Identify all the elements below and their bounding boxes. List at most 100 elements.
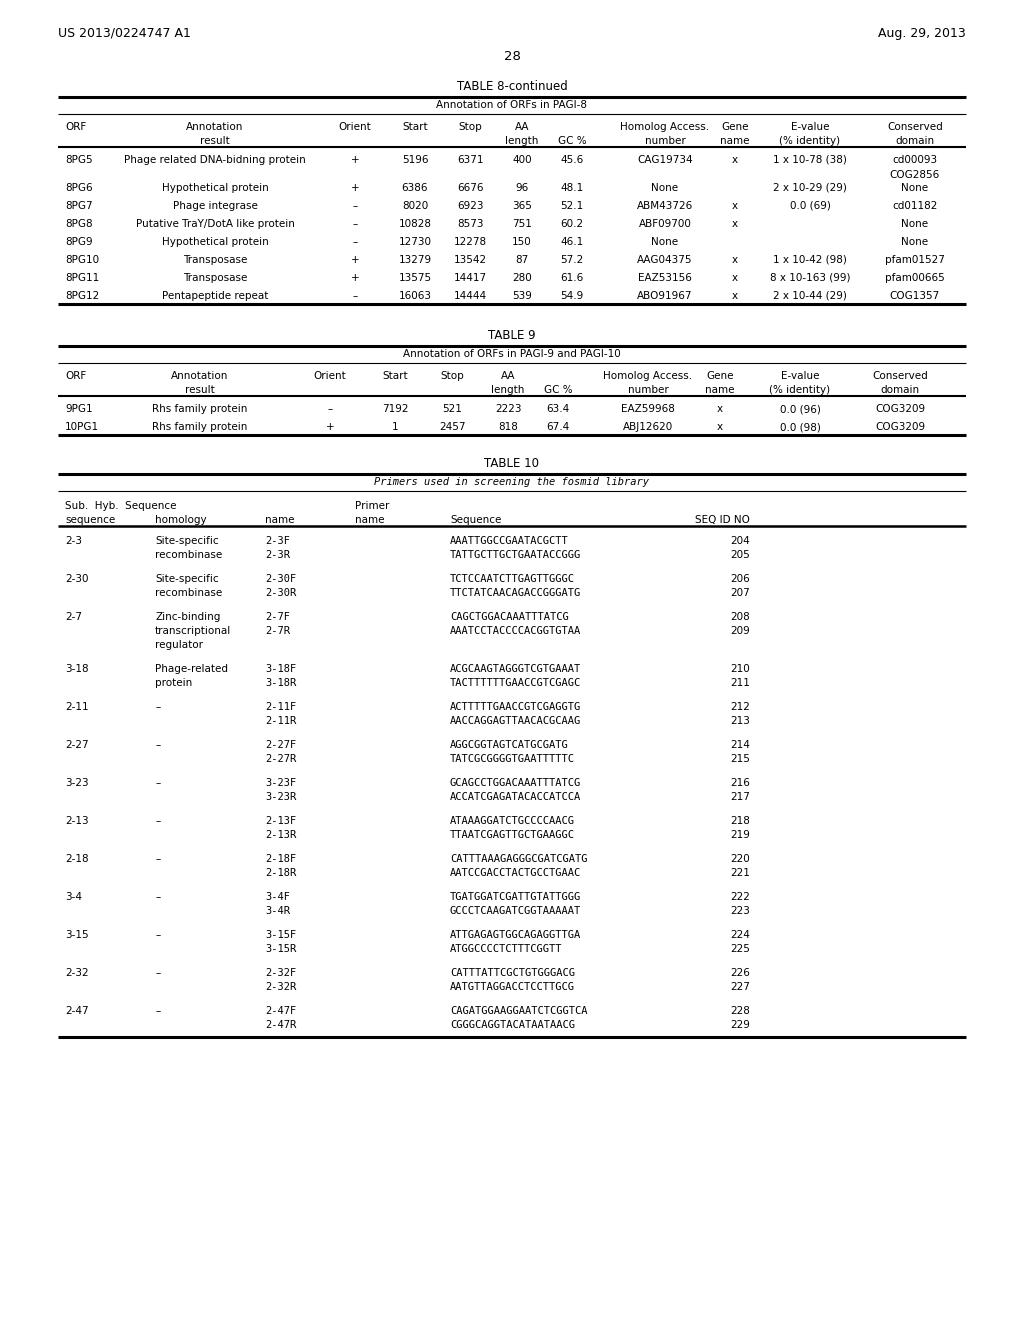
- Text: 228: 228: [730, 1006, 750, 1016]
- Text: 222: 222: [730, 892, 750, 902]
- Text: 61.6: 61.6: [560, 273, 584, 282]
- Text: 1: 1: [392, 422, 398, 432]
- Text: 13542: 13542: [454, 255, 486, 265]
- Text: recombinase: recombinase: [155, 550, 222, 560]
- Text: 2 x 10-44 (29): 2 x 10-44 (29): [773, 290, 847, 301]
- Text: Start: Start: [402, 121, 428, 132]
- Text: Transposase: Transposase: [183, 255, 247, 265]
- Text: 226: 226: [730, 968, 750, 978]
- Text: length: length: [505, 136, 539, 147]
- Text: 209: 209: [730, 626, 750, 636]
- Text: cd00093: cd00093: [893, 154, 938, 165]
- Text: ABO91967: ABO91967: [637, 290, 693, 301]
- Text: –: –: [328, 404, 333, 414]
- Text: –: –: [155, 702, 160, 711]
- Text: 204: 204: [730, 536, 750, 546]
- Text: 2-47F: 2-47F: [265, 1006, 296, 1016]
- Text: +: +: [350, 183, 359, 193]
- Text: –: –: [155, 816, 160, 826]
- Text: 208: 208: [730, 612, 750, 622]
- Text: homology: homology: [155, 515, 207, 525]
- Text: 8PG12: 8PG12: [65, 290, 99, 301]
- Text: TABLE 8-continued: TABLE 8-continued: [457, 81, 567, 92]
- Text: 13575: 13575: [398, 273, 431, 282]
- Text: 2-3R: 2-3R: [265, 550, 290, 560]
- Text: Phage related DNA-bidning protein: Phage related DNA-bidning protein: [124, 154, 306, 165]
- Text: CATTTATTCGCTGTGGGACG: CATTTATTCGCTGTGGGACG: [450, 968, 575, 978]
- Text: protein: protein: [155, 678, 193, 688]
- Text: 2-11F: 2-11F: [265, 702, 296, 711]
- Text: 2-47: 2-47: [65, 1006, 89, 1016]
- Text: Homolog Access.: Homolog Access.: [603, 371, 692, 381]
- Text: US 2013/0224747 A1: US 2013/0224747 A1: [58, 26, 190, 40]
- Text: Annotation: Annotation: [171, 371, 228, 381]
- Text: ORF: ORF: [65, 121, 86, 132]
- Text: 8PG11: 8PG11: [65, 273, 99, 282]
- Text: 539: 539: [512, 290, 531, 301]
- Text: 8 x 10-163 (99): 8 x 10-163 (99): [770, 273, 850, 282]
- Text: 8PG5: 8PG5: [65, 154, 92, 165]
- Text: 8PG9: 8PG9: [65, 238, 92, 247]
- Text: 225: 225: [730, 944, 750, 954]
- Text: 57.2: 57.2: [560, 255, 584, 265]
- Text: +: +: [350, 273, 359, 282]
- Text: COG2856: COG2856: [890, 169, 940, 180]
- Text: EAZ59968: EAZ59968: [622, 404, 675, 414]
- Text: 212: 212: [730, 702, 750, 711]
- Text: 52.1: 52.1: [560, 201, 584, 211]
- Text: 205: 205: [730, 550, 750, 560]
- Text: 2457: 2457: [438, 422, 465, 432]
- Text: AAATTGGCCGAATACGCTT: AAATTGGCCGAATACGCTT: [450, 536, 568, 546]
- Text: 6923: 6923: [457, 201, 483, 211]
- Text: 7192: 7192: [382, 404, 409, 414]
- Text: 2-27R: 2-27R: [265, 754, 296, 764]
- Text: 45.6: 45.6: [560, 154, 584, 165]
- Text: 8PG7: 8PG7: [65, 201, 92, 211]
- Text: ACCATCGAGATACACCATCCA: ACCATCGAGATACACCATCCA: [450, 792, 582, 803]
- Text: 2-3: 2-3: [65, 536, 82, 546]
- Text: (% identity): (% identity): [769, 385, 830, 395]
- Text: 8PG8: 8PG8: [65, 219, 92, 228]
- Text: None: None: [901, 219, 929, 228]
- Text: 3-18: 3-18: [65, 664, 89, 675]
- Text: GC %: GC %: [544, 385, 572, 395]
- Text: 3-15R: 3-15R: [265, 944, 296, 954]
- Text: sequence: sequence: [65, 515, 116, 525]
- Text: 13279: 13279: [398, 255, 431, 265]
- Text: –: –: [352, 238, 357, 247]
- Text: CAGCTGGACAAATTTATCG: CAGCTGGACAAATTTATCG: [450, 612, 568, 622]
- Text: 211: 211: [730, 678, 750, 688]
- Text: 2-13F: 2-13F: [265, 816, 296, 826]
- Text: Conserved: Conserved: [872, 371, 928, 381]
- Text: 206: 206: [730, 574, 750, 583]
- Text: AGGCGGTAGTCATGCGATG: AGGCGGTAGTCATGCGATG: [450, 741, 568, 750]
- Text: ABF09700: ABF09700: [639, 219, 691, 228]
- Text: 217: 217: [730, 792, 750, 803]
- Text: –: –: [155, 741, 160, 750]
- Text: Phage integrase: Phage integrase: [173, 201, 257, 211]
- Text: 10828: 10828: [398, 219, 431, 228]
- Text: 3-15: 3-15: [65, 931, 89, 940]
- Text: Homolog Access.: Homolog Access.: [621, 121, 710, 132]
- Text: 3-4R: 3-4R: [265, 906, 290, 916]
- Text: 229: 229: [730, 1020, 750, 1030]
- Text: AA: AA: [515, 121, 529, 132]
- Text: 67.4: 67.4: [547, 422, 569, 432]
- Text: 6676: 6676: [457, 183, 483, 193]
- Text: Pentapeptide repeat: Pentapeptide repeat: [162, 290, 268, 301]
- Text: 28: 28: [504, 50, 520, 63]
- Text: –: –: [155, 1006, 160, 1016]
- Text: 3-23: 3-23: [65, 777, 89, 788]
- Text: AAATCCTACCCCACGGTGTAA: AAATCCTACCCCACGGTGTAA: [450, 626, 582, 636]
- Text: 63.4: 63.4: [547, 404, 569, 414]
- Text: x: x: [732, 255, 738, 265]
- Text: AA: AA: [501, 371, 515, 381]
- Text: 87: 87: [515, 255, 528, 265]
- Text: 5196: 5196: [401, 154, 428, 165]
- Text: Aug. 29, 2013: Aug. 29, 2013: [879, 26, 966, 40]
- Text: 2-27F: 2-27F: [265, 741, 296, 750]
- Text: transcriptional: transcriptional: [155, 626, 231, 636]
- Text: 365: 365: [512, 201, 531, 211]
- Text: –: –: [155, 931, 160, 940]
- Text: –: –: [155, 777, 160, 788]
